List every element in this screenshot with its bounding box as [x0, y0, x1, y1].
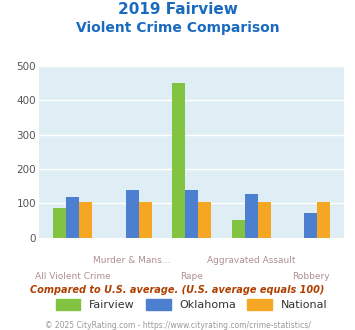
Bar	[185, 190, 198, 238]
Text: 2019 Fairview: 2019 Fairview	[118, 2, 237, 16]
Text: Rape: Rape	[180, 272, 203, 281]
Bar	[198, 202, 211, 238]
Text: Compared to U.S. average. (U.S. average equals 100): Compared to U.S. average. (U.S. average …	[30, 285, 325, 295]
Text: Violent Crime Comparison: Violent Crime Comparison	[76, 21, 279, 35]
Bar	[79, 202, 92, 238]
Bar	[304, 213, 317, 238]
Text: Aggravated Assault: Aggravated Assault	[207, 256, 295, 265]
Text: Murder & Mans...: Murder & Mans...	[93, 256, 171, 265]
Bar	[231, 220, 245, 238]
Text: All Violent Crime: All Violent Crime	[35, 272, 110, 281]
Text: Robbery: Robbery	[292, 272, 330, 281]
Bar	[126, 190, 139, 238]
Bar	[66, 197, 79, 238]
Bar	[245, 194, 258, 238]
Bar	[258, 202, 271, 238]
Bar	[172, 83, 185, 238]
Bar	[317, 202, 331, 238]
Legend: Fairview, Oklahoma, National: Fairview, Oklahoma, National	[51, 295, 332, 314]
Text: © 2025 CityRating.com - https://www.cityrating.com/crime-statistics/: © 2025 CityRating.com - https://www.city…	[45, 321, 310, 330]
Bar	[53, 209, 66, 238]
Bar	[139, 202, 152, 238]
